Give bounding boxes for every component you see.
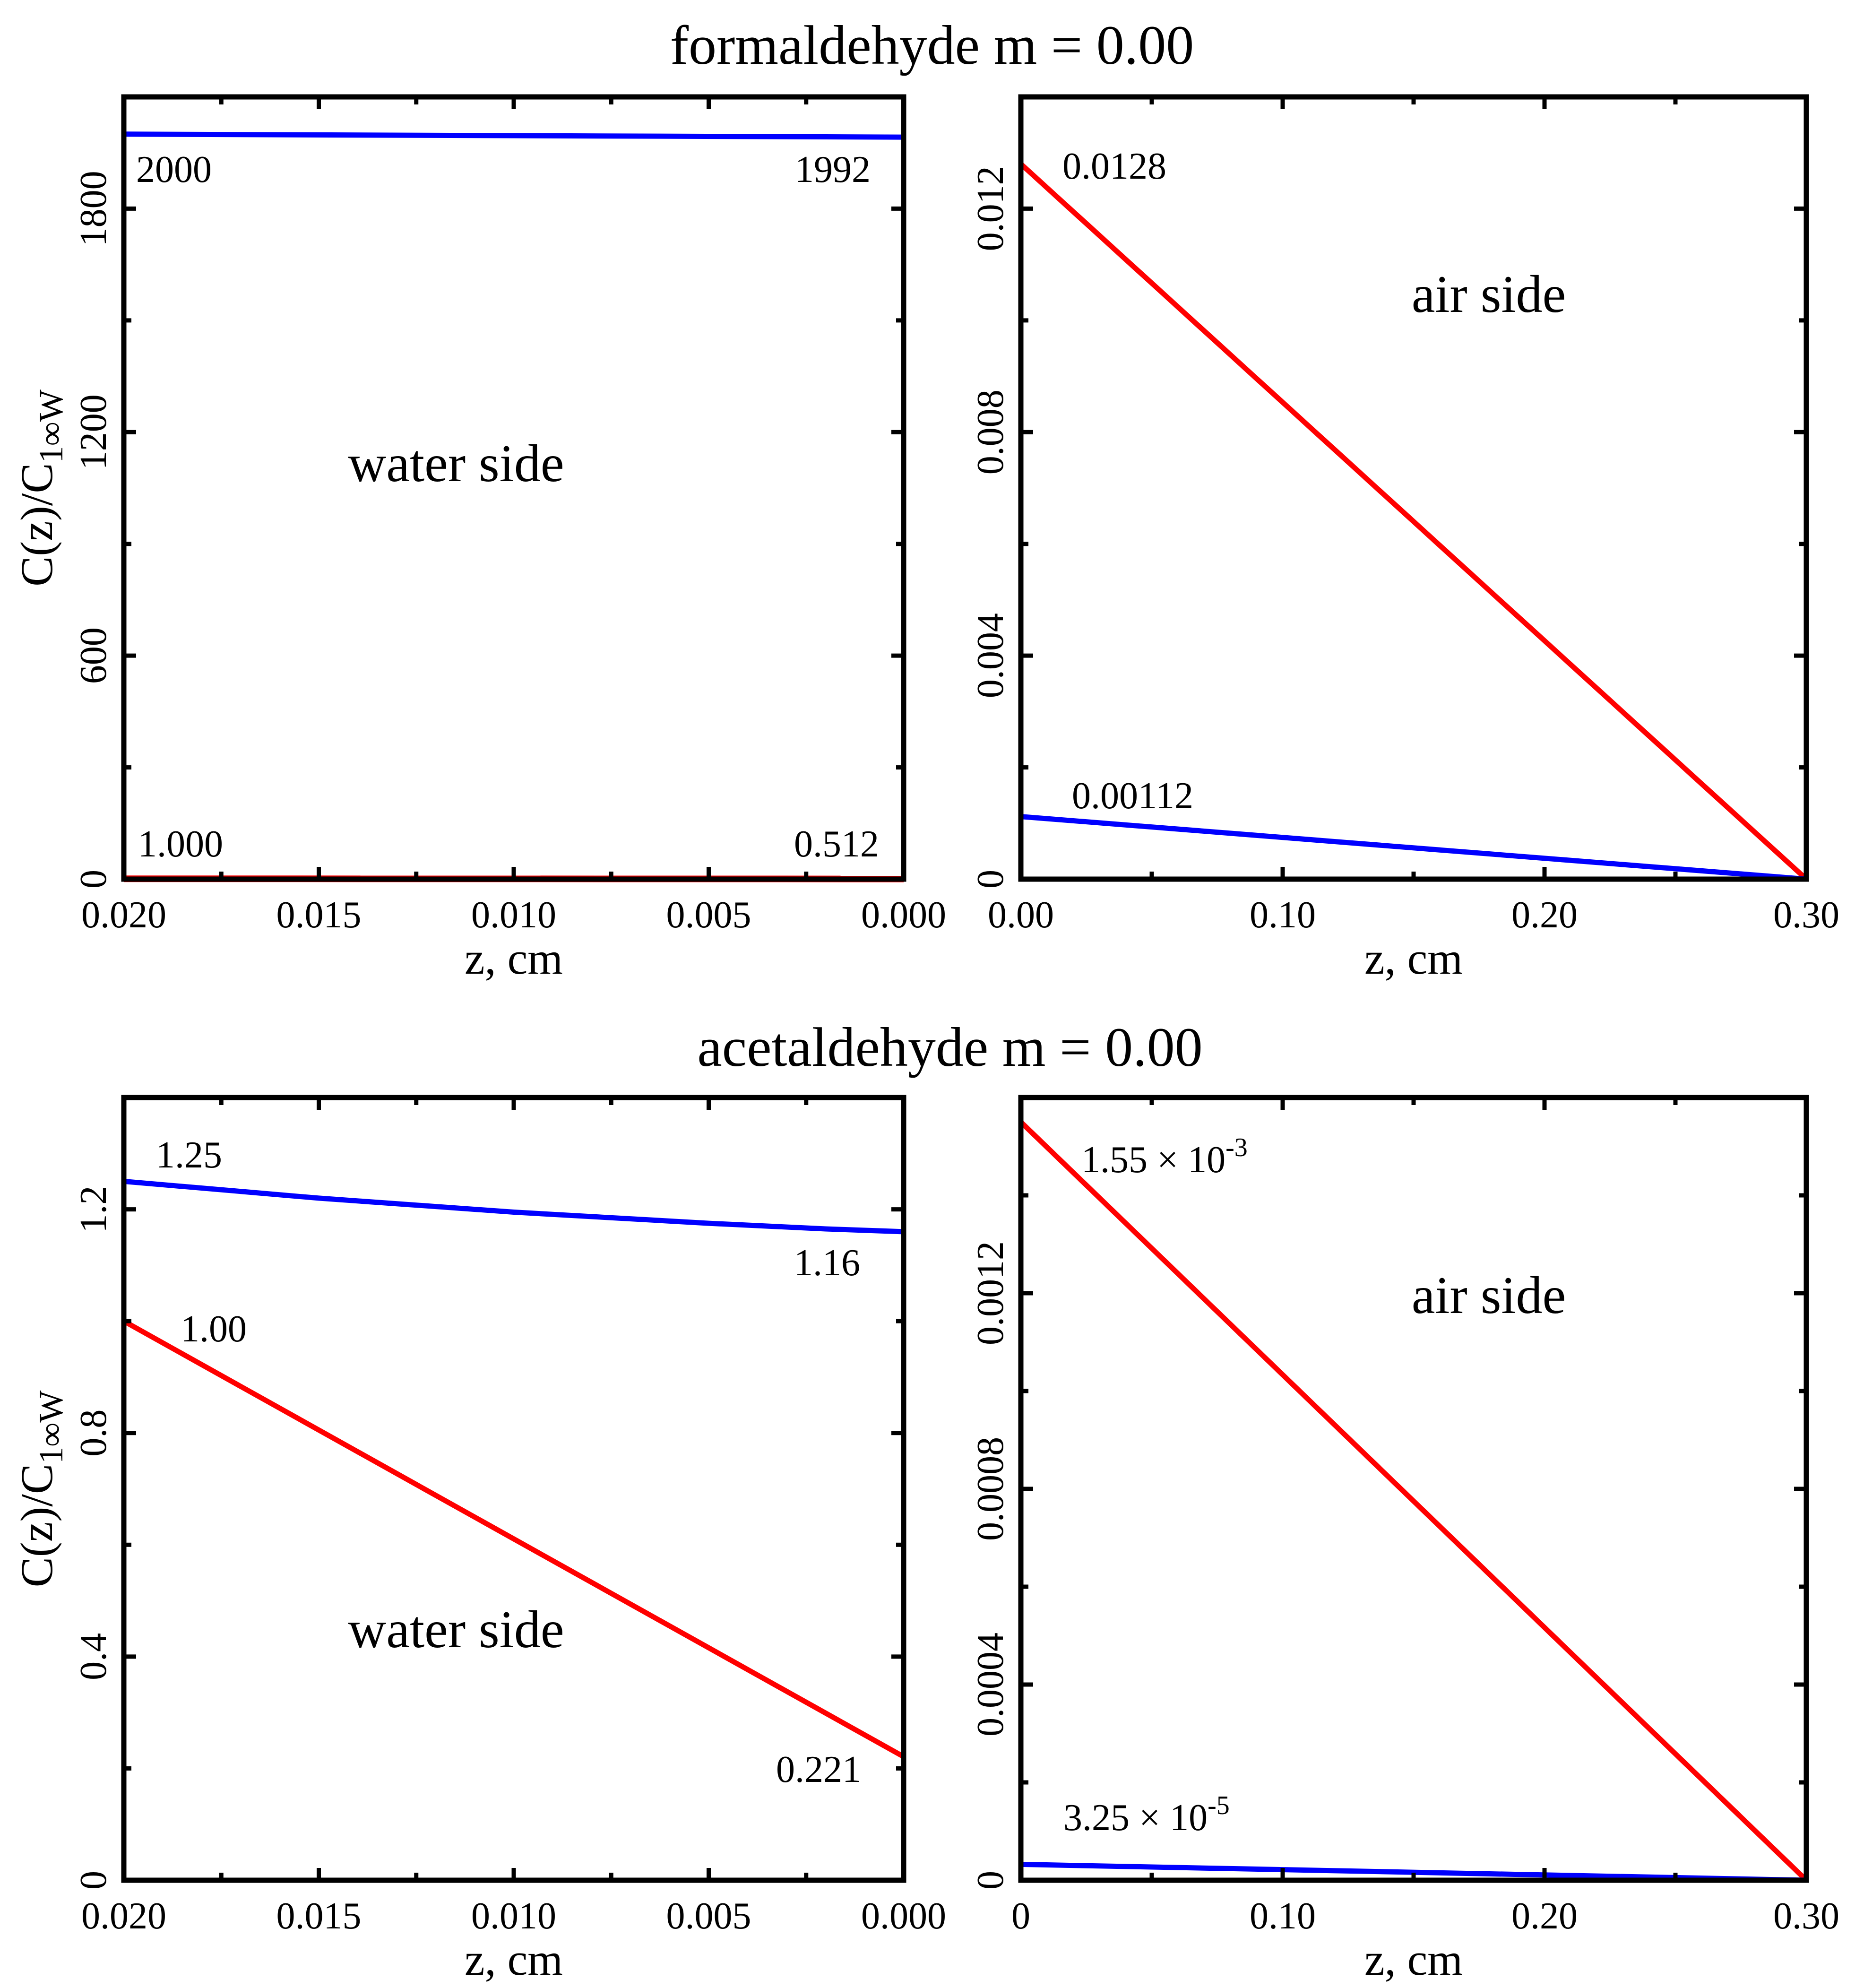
- data-label: 0.0128: [1062, 146, 1166, 187]
- x-tick-label: 0.020: [81, 1895, 166, 1937]
- series-red-line: [1019, 1120, 1808, 1882]
- y-tick-label: 0: [970, 1871, 1011, 1890]
- data-label: 1992: [795, 149, 871, 190]
- y-tick-label: 0: [73, 1871, 114, 1890]
- y-tick-label: 0.4: [73, 1633, 114, 1680]
- panel-acetaldehyde-water: 0.020 0.015 0.010 0.005 0.000 0 0.4 0.8 1.2 z, cm…: [11, 1095, 946, 1985]
- y-tick-label: 0: [970, 870, 1011, 889]
- series-blue-line: [1020, 814, 1807, 882]
- plot-frame: [1018, 94, 1809, 882]
- series-red-line: [122, 1319, 905, 1759]
- x-tick-label: 0.30: [1773, 894, 1839, 936]
- panel-formaldehyde-air: 0.00 0.10 0.20 0.30 0 0.004 0.008 0.012 z, cm air…: [970, 94, 1839, 984]
- data-label: 1.000: [138, 823, 223, 865]
- series-red-line: [1019, 162, 1808, 882]
- y-tick-label: 0.8: [73, 1409, 114, 1457]
- x-tick-label: 0.005: [666, 1895, 751, 1937]
- y-tick-label: 0.004: [970, 613, 1011, 698]
- data-label: 1.16: [794, 1242, 860, 1284]
- x-tick-label: 0.10: [1250, 1895, 1316, 1937]
- x-tick-label: 0.000: [861, 1895, 946, 1937]
- y-tick-label: 0.0008: [970, 1437, 1011, 1541]
- x-tick-label: 0.000: [861, 894, 946, 936]
- x-axis-label: z, cm: [1364, 933, 1463, 984]
- title-formaldehyde: formaldehyde m = 0.00: [670, 14, 1194, 76]
- y-tick-label: 1.2: [73, 1186, 114, 1233]
- x-tick-label: 0.015: [276, 1895, 362, 1937]
- x-tick-label: 0.10: [1250, 894, 1316, 936]
- data-label: 0.221: [776, 1749, 861, 1790]
- title-acetaldehyde: acetaldehyde m = 0.00: [697, 1016, 1202, 1078]
- data-label: 3.25 × 10-5: [1063, 1791, 1230, 1839]
- data-label: 0.512: [794, 823, 879, 865]
- y-tick-label: 0.012: [970, 166, 1011, 251]
- x-tick-label: 0.20: [1511, 1895, 1578, 1937]
- data-label: 1.55 × 10-3: [1081, 1133, 1248, 1181]
- x-axis-label: z, cm: [1364, 1934, 1463, 1985]
- panel-acetaldehyde-air: 0 0.10 0.20 0.30 0 0.0004 0.0008 0.0012 z, cm air…: [970, 1095, 1839, 1985]
- series-blue-line: [123, 1178, 904, 1235]
- region-label: air side: [1412, 1266, 1566, 1325]
- region-label: water side: [348, 434, 564, 493]
- y-tick-label: 600: [73, 627, 114, 684]
- x-tick-label: 0.010: [471, 1895, 556, 1937]
- plot-frame: [1018, 1095, 1809, 1883]
- data-label: 0.00112: [1072, 775, 1193, 817]
- data-label: 1.25: [156, 1134, 222, 1176]
- x-tick-label: 0.010: [471, 894, 556, 936]
- x-tick-label: 0.30: [1773, 1895, 1839, 1937]
- series-blue-line: [123, 131, 904, 140]
- y-tick-label: 0.008: [970, 389, 1011, 475]
- y-axis-label: C(z)/C1∞W: [11, 389, 70, 587]
- x-axis-label: z, cm: [465, 1934, 563, 1985]
- y-tick-label: 1800: [73, 171, 114, 246]
- y-tick-label: 1200: [73, 394, 114, 470]
- x-tick-label: 0.20: [1511, 894, 1578, 936]
- region-label: water side: [348, 1600, 564, 1659]
- x-tick-label: 0.00: [988, 894, 1054, 936]
- x-tick-label: 0: [1011, 1895, 1030, 1937]
- y-axis-label: C(z)/C1∞W: [11, 1391, 70, 1588]
- data-label: 2000: [136, 149, 212, 190]
- x-axis-label: z, cm: [465, 933, 563, 984]
- data-label: 1.00: [181, 1308, 247, 1350]
- y-tick-label: 0: [73, 870, 114, 889]
- region-label: air side: [1412, 265, 1566, 324]
- y-tick-label: 0.0004: [970, 1633, 1011, 1737]
- x-tick-label: 0.005: [666, 894, 751, 936]
- y-tick-label: 0.0012: [970, 1241, 1011, 1345]
- x-tick-label: 0.020: [81, 894, 166, 936]
- panel-formaldehyde-water: 0.020 0.015 0.010 0.005 0.000 0 600 1200 1800 z, …: [11, 94, 946, 984]
- x-tick-label: 0.015: [276, 894, 362, 936]
